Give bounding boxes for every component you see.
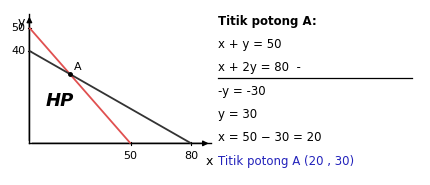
Text: 40: 40 [11,46,25,56]
Text: x: x [205,155,212,168]
Text: HP: HP [46,92,74,110]
Text: -y = -30: -y = -30 [217,85,264,98]
Text: x = 50 − 30 = 20: x = 50 − 30 = 20 [217,131,320,144]
Text: x + 2y = 80  -: x + 2y = 80 - [217,61,300,74]
Text: Titik potong A (20 , 30): Titik potong A (20 , 30) [217,155,353,168]
Text: 50: 50 [11,23,25,33]
Text: x + y = 50: x + y = 50 [217,38,280,51]
Text: y: y [18,16,25,29]
Text: 50: 50 [123,152,137,162]
Text: 80: 80 [184,152,198,162]
Text: y = 30: y = 30 [217,108,256,121]
Text: A: A [74,62,81,72]
Text: Titik potong A:: Titik potong A: [217,15,316,28]
